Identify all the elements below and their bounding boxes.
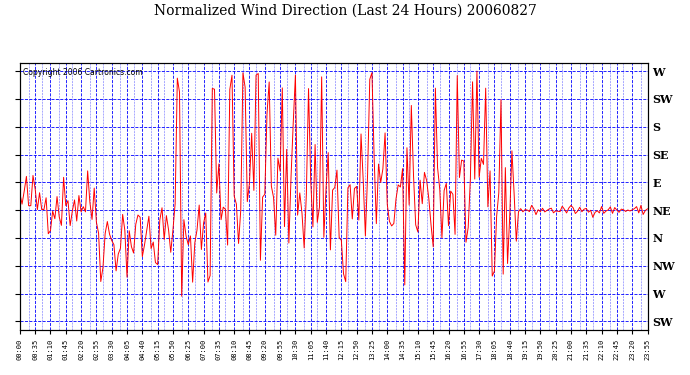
Text: Copyright 2006 Cartronics.com: Copyright 2006 Cartronics.com — [23, 68, 143, 77]
Text: Normalized Wind Direction (Last 24 Hours) 20060827: Normalized Wind Direction (Last 24 Hours… — [154, 4, 536, 18]
